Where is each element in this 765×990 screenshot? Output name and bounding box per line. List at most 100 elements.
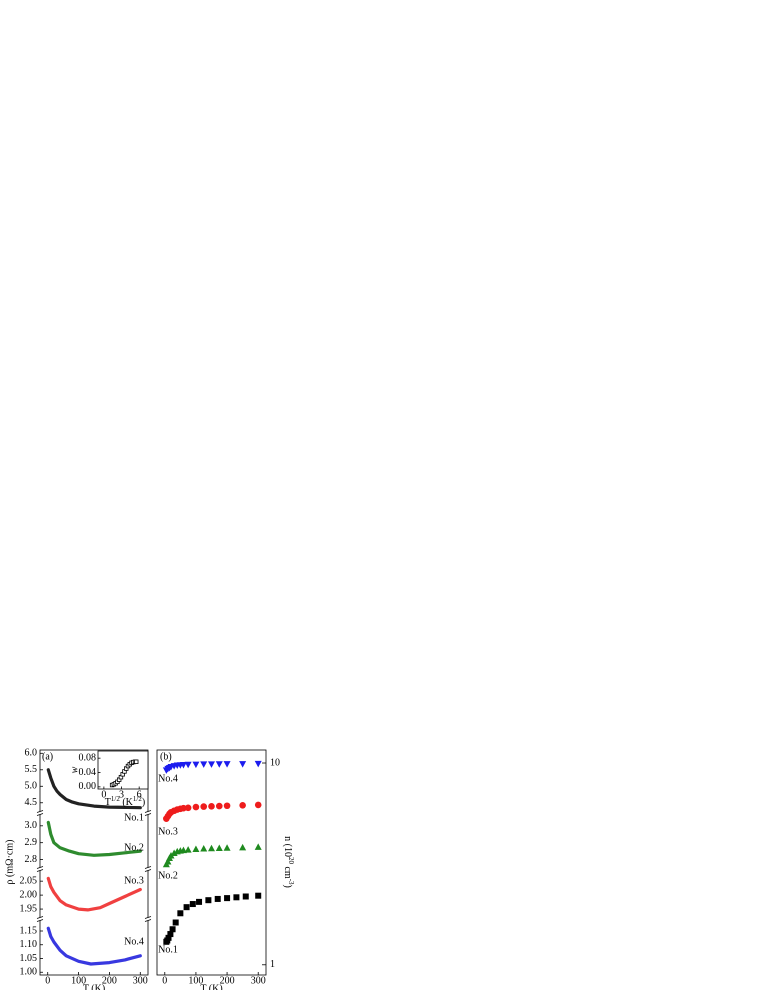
axis-break	[145, 917, 151, 921]
axis-break	[36, 810, 44, 813]
panel-label: (b)	[160, 751, 172, 762]
marker	[208, 803, 215, 810]
y-tick-label: 1.15	[20, 925, 38, 936]
y-tick-label: 1.10	[20, 939, 38, 950]
x-axis-label-part: 1/2	[133, 795, 142, 803]
marker	[223, 844, 231, 851]
marker	[177, 910, 184, 917]
marker	[169, 926, 176, 933]
marker	[189, 901, 196, 908]
axis-break	[36, 866, 44, 869]
y-axis-label-part: cm	[282, 864, 293, 879]
y-tick-label: 2.05	[20, 875, 38, 886]
curve	[46, 768, 142, 810]
y-tick-label: 3.0	[25, 820, 38, 831]
series-label: No.1	[124, 812, 144, 823]
marker	[254, 843, 262, 850]
x-tick-label: 200	[220, 975, 235, 986]
marker	[239, 761, 247, 768]
marker	[200, 803, 208, 810]
axis-break	[144, 869, 152, 872]
y-axis-label: w	[69, 766, 80, 773]
axis-break	[145, 867, 151, 871]
marker	[192, 803, 200, 811]
marker	[179, 761, 187, 769]
y-tick-label: 5.5	[25, 764, 38, 775]
axis-break	[144, 919, 152, 922]
y-tick-label: 0.00	[79, 781, 97, 792]
y-axis-label-part: 20	[287, 857, 295, 865]
x-tick-label: 0	[45, 975, 50, 986]
axis-break	[36, 869, 44, 872]
x-tick-label: 3	[119, 789, 124, 800]
marker	[214, 895, 221, 902]
series-label: No.4	[124, 936, 144, 947]
y-tick-label: 0.04	[79, 767, 97, 778]
curve	[46, 926, 142, 966]
y-tick-label: 2.00	[20, 889, 38, 900]
marker	[208, 844, 215, 852]
series-label: No.1	[158, 944, 178, 955]
y-tick-label: 0.08	[79, 752, 97, 763]
marker	[172, 919, 179, 926]
marker	[208, 761, 215, 768]
y-tick-label: 1.95	[20, 903, 38, 914]
marker	[184, 761, 192, 769]
marker	[223, 761, 231, 768]
marker	[179, 846, 187, 854]
inset-frame	[97, 750, 149, 790]
x-axis-label-part: (K	[120, 797, 134, 808]
y-tick-label: 10	[270, 757, 280, 768]
x-axis-label-part: 1/2	[111, 795, 120, 803]
curve	[46, 820, 142, 857]
marker	[184, 846, 192, 853]
marker	[215, 761, 223, 768]
marker	[170, 849, 178, 857]
axis-break	[36, 916, 44, 919]
axis-break	[37, 867, 43, 871]
marker	[165, 934, 172, 941]
x-axis-label-part: T	[105, 797, 111, 808]
y-axis-label: n (1020 cm-3)	[282, 836, 296, 888]
axis-break	[37, 811, 43, 815]
marker	[242, 893, 249, 900]
y-axis-label-part: )	[282, 885, 293, 888]
axis-break	[144, 916, 152, 919]
x-axis-label: T1/2 (K1/2)	[105, 795, 145, 809]
axis-break	[144, 813, 152, 816]
axis-break	[144, 866, 152, 869]
series-label: No.3	[124, 875, 144, 886]
marker	[167, 852, 175, 859]
y-axis-label-part: n	[282, 836, 293, 841]
marker	[233, 894, 240, 901]
x-tick-label: 200	[102, 975, 117, 986]
x-axis-label: T (K)	[83, 983, 105, 990]
axis-break	[145, 811, 151, 815]
axis-break	[36, 919, 44, 922]
marker	[134, 759, 139, 764]
marker	[192, 761, 200, 769]
marker	[215, 802, 223, 810]
marker	[239, 802, 246, 809]
panel-label: (a)	[42, 751, 53, 762]
x-tick-label: 100	[71, 975, 86, 986]
marker	[205, 897, 212, 904]
y-axis-label-part: (10	[282, 841, 293, 857]
y-tick-label: 5.0	[25, 781, 38, 792]
marker	[167, 931, 174, 938]
y-axis-label: ρ (mΩ·cm)	[4, 840, 15, 885]
frame	[156, 749, 267, 976]
series-label: No.2	[158, 870, 178, 881]
marker	[200, 761, 208, 768]
x-tick-label: 300	[133, 975, 148, 986]
x-tick-label: 300	[251, 975, 266, 986]
axis-break	[37, 917, 43, 921]
marker	[200, 844, 208, 852]
marker	[164, 857, 172, 865]
marker	[255, 892, 262, 899]
x-axis-label-part: )	[142, 797, 145, 808]
marker	[215, 844, 223, 852]
x-axis-label: T (K)	[200, 983, 222, 990]
